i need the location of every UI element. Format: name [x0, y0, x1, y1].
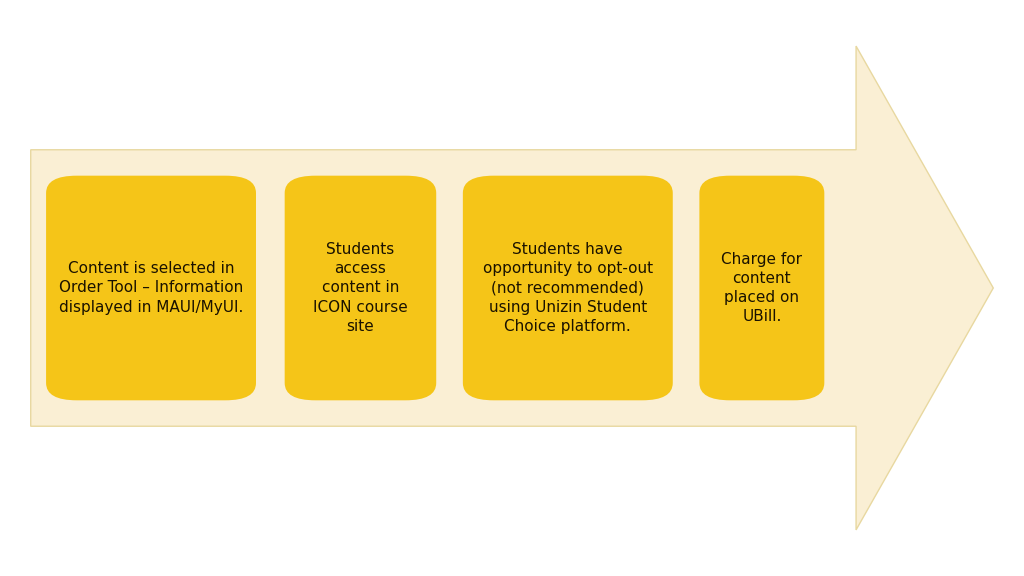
FancyBboxPatch shape: [699, 176, 824, 400]
Polygon shape: [31, 46, 993, 530]
FancyBboxPatch shape: [285, 176, 436, 400]
Text: Charge for
content
placed on
UBill.: Charge for content placed on UBill.: [721, 252, 803, 324]
FancyBboxPatch shape: [463, 176, 673, 400]
Text: Students have
opportunity to opt-out
(not recommended)
using Unizin Student
Choi: Students have opportunity to opt-out (no…: [482, 242, 653, 334]
Text: Students
access
content in
ICON course
site: Students access content in ICON course s…: [313, 242, 408, 334]
FancyBboxPatch shape: [46, 176, 256, 400]
Text: Content is selected in
Order Tool – Information
displayed in MAUI/MyUI.: Content is selected in Order Tool – Info…: [58, 262, 244, 314]
